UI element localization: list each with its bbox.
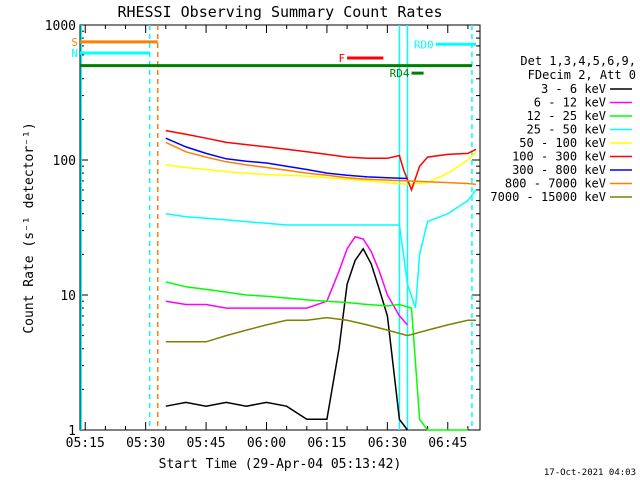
x-tick-label: 06:45	[428, 436, 467, 451]
legend-entry-label: 3 - 6 keV	[541, 82, 606, 96]
series-line	[165, 316, 476, 343]
plot-area	[79, 24, 481, 431]
series-line	[165, 141, 477, 186]
legend-entry-label: 100 - 300 keV	[512, 150, 606, 164]
flag-bar-label: RD0	[414, 38, 434, 51]
legend: Det 1,3,4,5,6,9, FDecim 2, Att 0 3 - 6 k…	[490, 54, 636, 204]
flag-bar-label: RD4	[390, 67, 410, 80]
x-tick-label: 05:15	[66, 436, 105, 451]
vertical-markers	[80, 25, 473, 430]
flag-bar-label: F	[338, 52, 345, 65]
x-axis-label: Start Time (29-Apr-04 05:13:42)	[159, 457, 402, 472]
legend-header-line2: FDecim 2, Att 0	[528, 68, 636, 82]
plot-timestamp: 17-Oct-2021 04:03	[544, 468, 636, 478]
x-tick-label: 05:30	[126, 436, 165, 451]
x-tick-label: 05:45	[187, 436, 226, 451]
plot-border	[79, 24, 481, 431]
y-tick-label: 100	[53, 154, 76, 169]
legend-entry-label: 50 - 100 keV	[519, 136, 606, 150]
series-line	[165, 235, 409, 326]
y-tick-label: 1000	[45, 19, 76, 34]
y-axis: 1 10 100 1000	[45, 19, 480, 439]
legend-entry-label: 25 - 50 keV	[527, 123, 606, 137]
flag-bar-label: N	[71, 47, 78, 60]
legend-entry-label: 12 - 25 keV	[527, 109, 606, 123]
x-tick-label: 06:30	[368, 436, 407, 451]
x-tick-label: 06:15	[307, 436, 346, 451]
x-tick-label: 06:00	[247, 436, 286, 451]
series-line	[165, 129, 477, 193]
legend-entry-label: 800 - 7000 keV	[505, 177, 606, 191]
series-line	[165, 151, 477, 186]
series-line	[165, 247, 409, 431]
legend-entry-label: 6 - 12 keV	[534, 96, 606, 110]
legend-entry-label: 7000 - 15000 keV	[490, 190, 606, 204]
y-axis-label: Count Rate (s⁻¹ detector⁻¹)	[22, 122, 37, 333]
flag-bars: SN F RD4 RD0	[71, 36, 476, 80]
series-line	[165, 281, 468, 431]
legend-entry-label: 300 - 800 keV	[512, 163, 606, 177]
x-axis: 05:15 05:30 05:45 06:00 06:15 06:30 06:45	[66, 25, 469, 451]
series-lines	[165, 129, 477, 431]
y-tick-label: 10	[60, 289, 76, 304]
flag-bar-label: S	[71, 36, 78, 49]
series-line	[165, 137, 408, 180]
series-line	[165, 189, 477, 309]
chart-title: RHESSI Observing Summary Count Rates	[117, 3, 442, 21]
legend-header-line1: Det 1,3,4,5,6,9,	[520, 54, 636, 68]
y-tick-label: 1	[68, 424, 76, 439]
